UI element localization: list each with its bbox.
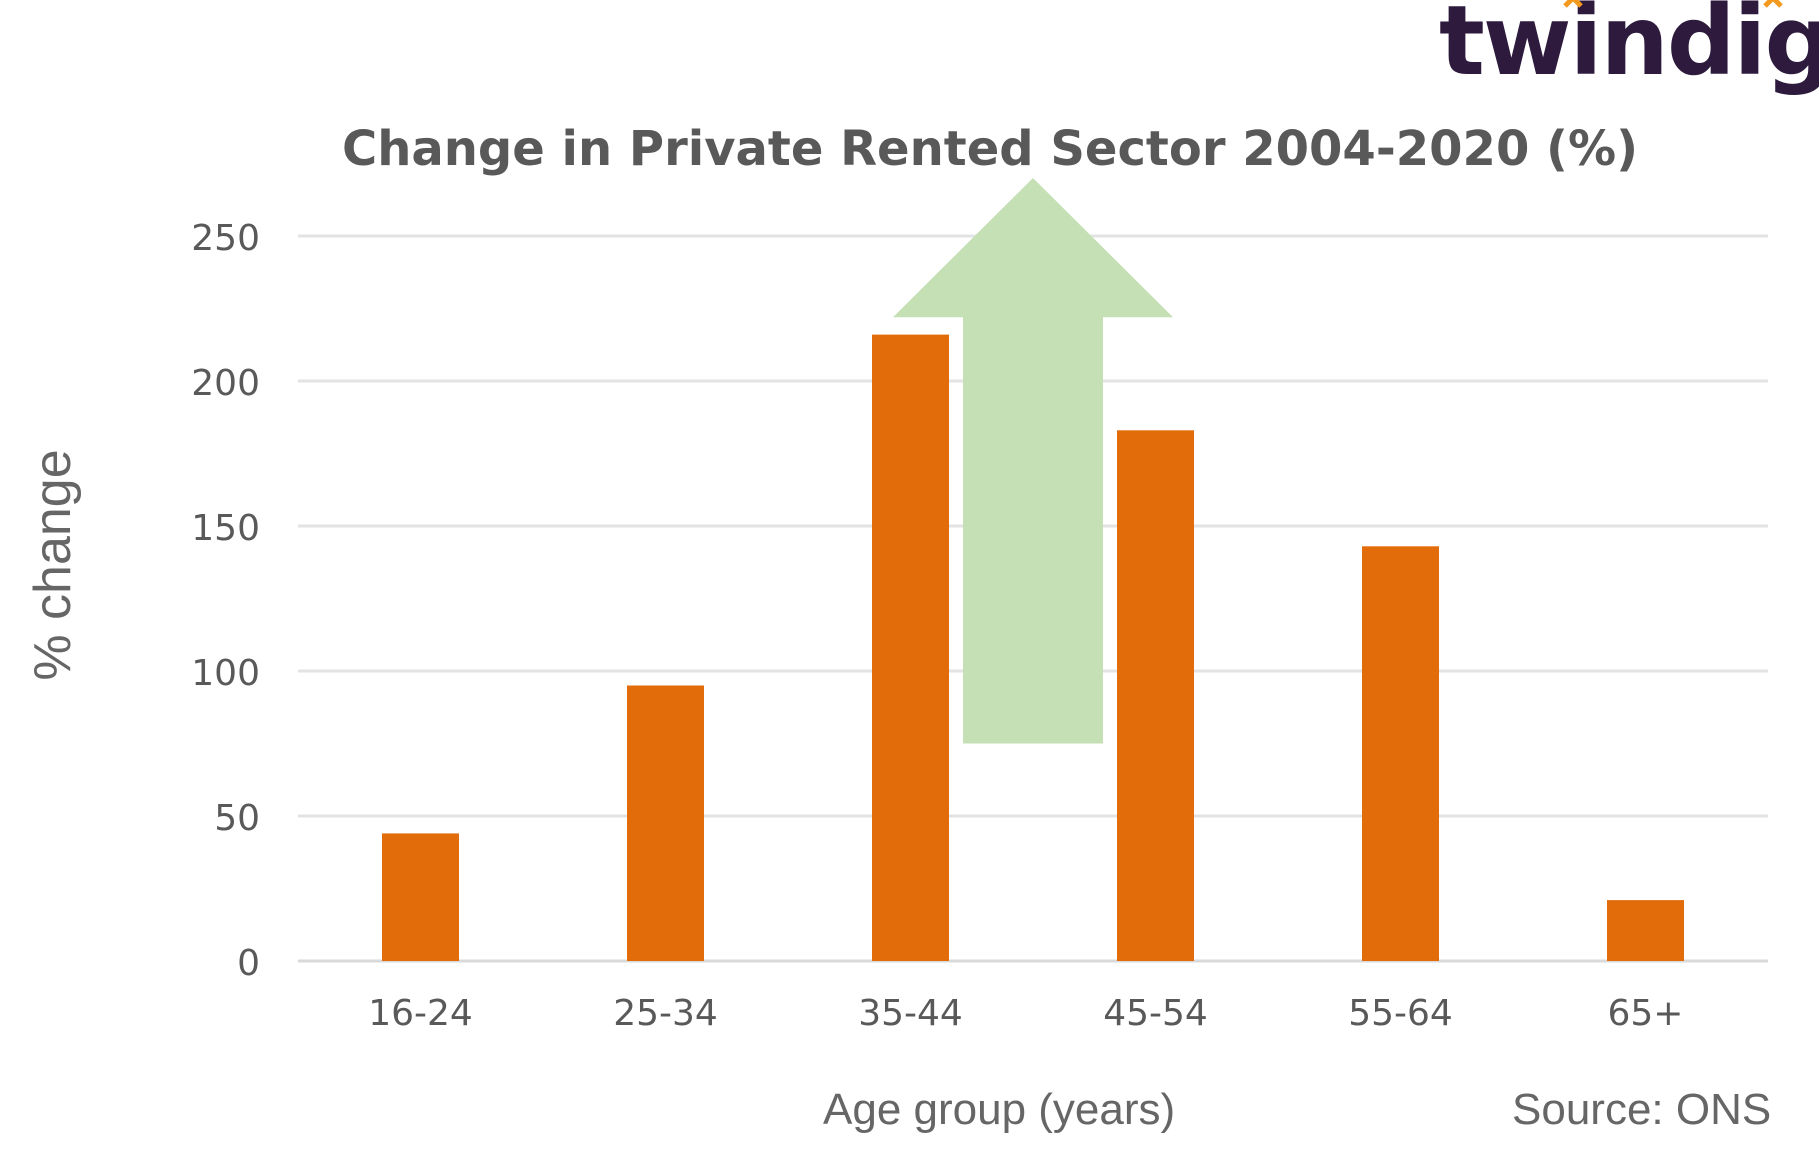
x-tick-label: 16-24 bbox=[368, 993, 473, 1034]
y-tick-label: 200 bbox=[191, 363, 260, 404]
logo-wordmark: twindig bbox=[1439, 0, 1819, 97]
bar-25-34 bbox=[627, 685, 704, 961]
y-tick-label: 50 bbox=[214, 798, 260, 839]
y-tick-labels: 0 50 100 150 200 250 bbox=[191, 218, 260, 984]
green-up-arrow bbox=[893, 178, 1173, 744]
y-tick-label: 150 bbox=[191, 508, 260, 549]
x-tick-label: 55-64 bbox=[1348, 993, 1453, 1034]
twindig-logo: twindig bbox=[1439, 0, 1819, 97]
y-axis-title: % change bbox=[24, 449, 82, 680]
logo-chevron-mark-2 bbox=[1763, 0, 1783, 8]
chart-title: Change in Private Rented Sector 2004-202… bbox=[342, 121, 1638, 177]
bars bbox=[382, 334, 1684, 962]
x-tick-label: 25-34 bbox=[613, 993, 718, 1034]
bar-45-54 bbox=[1117, 430, 1194, 961]
y-tick-label: 0 bbox=[237, 943, 260, 984]
bar-16-24 bbox=[382, 833, 459, 961]
logo-chevron-mark bbox=[1563, 0, 1583, 8]
y-tick-label: 100 bbox=[191, 653, 260, 694]
x-axis-title: Age group (years) bbox=[823, 1085, 1176, 1134]
x-tick-labels: 16-24 25-34 35-44 45-54 55-64 65+ bbox=[368, 993, 1683, 1034]
upward-arrow-annotation bbox=[893, 178, 1173, 744]
x-tick-label: 65+ bbox=[1608, 993, 1684, 1034]
bar-55-64 bbox=[1362, 546, 1439, 961]
x-tick-label: 35-44 bbox=[858, 993, 963, 1034]
bar-35-44 bbox=[872, 334, 949, 962]
source-note: Source: ONS bbox=[1512, 1085, 1772, 1134]
y-tick-label: 250 bbox=[191, 218, 260, 259]
x-tick-label: 45-54 bbox=[1103, 993, 1208, 1034]
bar-65+ bbox=[1607, 900, 1684, 961]
